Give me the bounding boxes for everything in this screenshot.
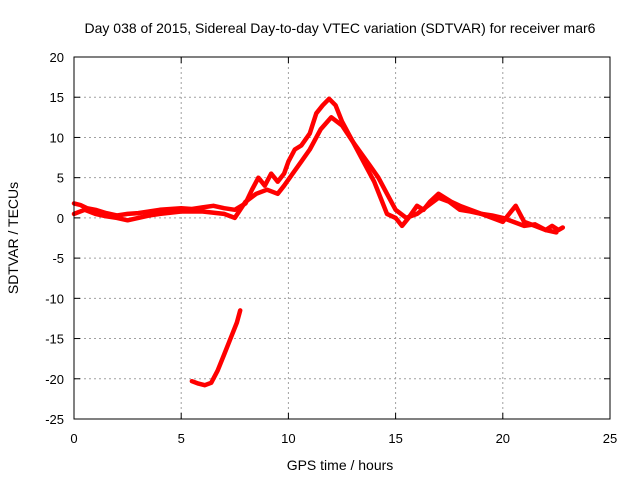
y-tick-label: 20 [50,50,64,65]
ticks: 0 5 10 15 20 25 -25 -20 -15 -10 -5 0 5 10 15 20 [45,50,617,446]
x-tick-label: 25 [603,431,617,446]
series-line-2 [189,308,243,388]
x-tick-label: 15 [388,431,402,446]
y-tick-label: -20 [45,372,64,387]
series-line-0 [71,96,566,233]
x-tick-label: 0 [70,431,77,446]
x-tick-label: 5 [178,431,185,446]
y-tick-label: 5 [57,171,64,186]
y-tick-label: -10 [45,291,64,306]
chart-title: Day 038 of 2015, Sidereal Day-to-day VTE… [85,20,596,36]
series-line-1 [71,115,559,235]
y-tick-label: 15 [50,90,64,105]
x-tick-label: 10 [281,431,295,446]
y-tick-label: -25 [45,412,64,427]
x-axis-title: GPS time / hours [287,457,394,473]
y-tick-label: 0 [57,211,64,226]
grid [74,57,610,419]
series-layer [71,96,566,388]
plot-frame [73,56,611,420]
y-tick-label: -5 [52,251,64,266]
x-tick-label: 20 [496,431,510,446]
y-axis-title: SDTVAR / TECUs [5,182,21,294]
y-tick-label: 10 [50,130,64,145]
y-tick-label: -15 [45,332,64,347]
